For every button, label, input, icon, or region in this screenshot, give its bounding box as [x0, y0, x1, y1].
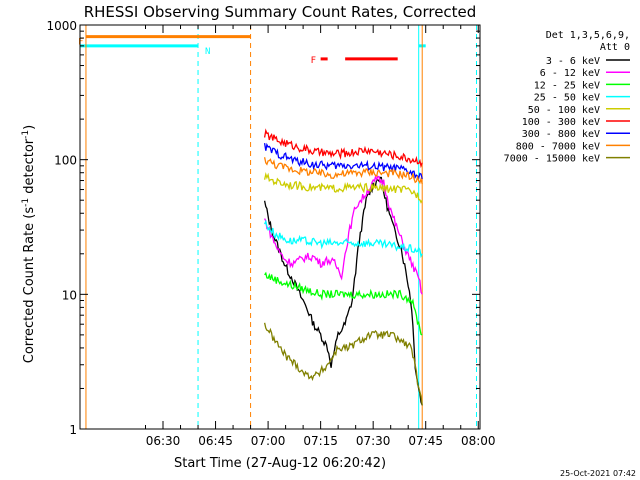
x-tick-label: 07:15 [303, 434, 338, 448]
series-line [264, 219, 423, 259]
y-tick-label: 10 [62, 288, 77, 302]
axes: 06:30 06:45 07:00 07:15 07:30 07:45 08:00 1 10 10… [46, 19, 495, 448]
y-tick-label: 1 [69, 423, 77, 437]
legend-entry-label: 12 - 25 keV [534, 80, 600, 91]
svg-text:Corrected Count Rate (s-1 dete: Corrected Count Rate (s-1 detector-1) [21, 125, 37, 363]
legend-entry-label: 7000 - 15000 keV [504, 154, 600, 165]
series-line [263, 171, 423, 204]
timestamp: 25-Oct-2021 07:42 [560, 469, 636, 478]
y-tick-label: 100 [54, 154, 77, 168]
legend-entry-label: 300 - 800 keV [522, 129, 600, 140]
y-tick-label: 1000 [46, 19, 77, 33]
x-tick-label: 06:45 [198, 434, 233, 448]
y-axis-label: Corrected Count Rate (s-1 detector-1) [21, 125, 37, 363]
y-label-main: Corrected Count Rate (s [22, 207, 37, 364]
y-label-end: ) [22, 125, 37, 130]
axes-frame [79, 24, 481, 430]
x-tick-label: 07:30 [356, 434, 391, 448]
series-line [264, 271, 423, 336]
x-tick-label: 07:00 [251, 434, 286, 448]
legend-entry-label: 800 - 7000 keV [516, 141, 600, 152]
legend-entry-label: 50 - 100 keV [528, 105, 600, 116]
y-label-sup1: -1 [21, 198, 31, 207]
series-line [263, 157, 423, 185]
series-line [263, 128, 423, 169]
x-tick-label: 06:30 [146, 434, 181, 448]
legend-entry-label: 3 - 6 keV [546, 56, 600, 67]
legend-header: Det 1,3,5,6,9, [546, 30, 630, 41]
y-label-mid: detector [22, 138, 37, 198]
legend-entry-label: 100 - 300 keV [522, 117, 600, 128]
series-line [263, 322, 423, 406]
series-line [264, 175, 423, 295]
state-bar-label: F [311, 56, 316, 66]
state-bar-label: F [78, 38, 83, 48]
x-tick-label: 07:45 [408, 434, 443, 448]
x-axis-label: Start Time (27-Aug-12 06:20:42) [174, 456, 386, 471]
y-label-sup2: -1 [21, 130, 31, 139]
state-bar-label: N [205, 47, 210, 57]
legend-header: Att 0 [600, 42, 630, 53]
x-tick-label: 08:00 [461, 434, 496, 448]
series-line [263, 142, 423, 180]
series-line [263, 176, 423, 406]
chart-title: RHESSI Observing Summary Count Rates, Co… [84, 3, 477, 21]
plot-area: N F F [78, 25, 477, 429]
legend-entry-label: 25 - 50 keV [534, 93, 600, 104]
legend-entry-label: 6 - 12 keV [540, 68, 600, 79]
